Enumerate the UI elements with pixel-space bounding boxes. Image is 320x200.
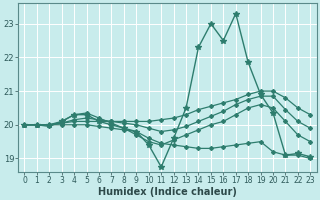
X-axis label: Humidex (Indice chaleur): Humidex (Indice chaleur) xyxy=(98,187,237,197)
